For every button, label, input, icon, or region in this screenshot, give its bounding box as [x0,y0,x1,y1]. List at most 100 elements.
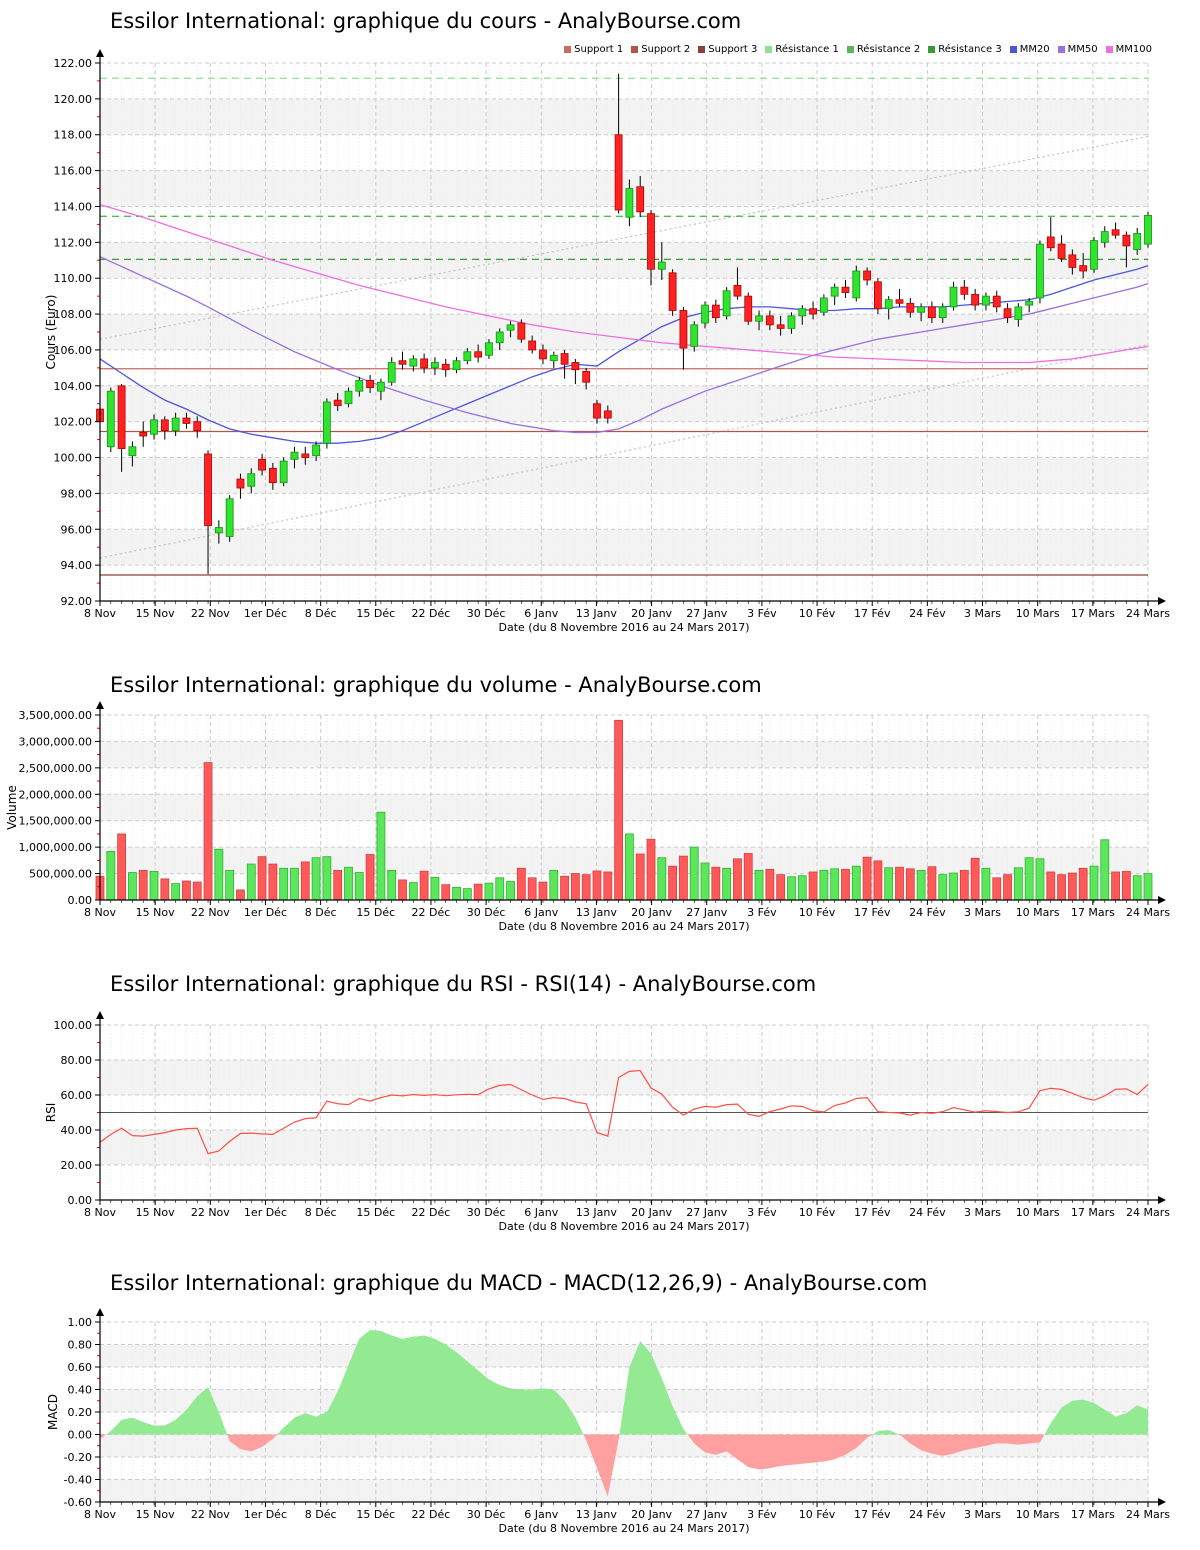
candles [96,73,1152,575]
legend-item: Résistance 2 [846,44,921,55]
legend-label: MM20 [1019,44,1050,55]
svg-text:15 Déc: 15 Déc [356,906,395,919]
svg-text:3 Mars: 3 Mars [964,1508,1001,1521]
svg-text:0.00: 0.00 [68,894,93,907]
svg-text:24 Mars: 24 Mars [1126,906,1170,919]
svg-text:102.00: 102.00 [54,416,93,429]
svg-text:17 Mars: 17 Mars [1071,906,1115,919]
svg-text:15 Déc: 15 Déc [356,1206,395,1219]
legend-item: MM100 [1105,44,1152,55]
macd-chart-title: Essilor International: graphique du MACD… [110,1271,928,1295]
svg-text:106.00: 106.00 [54,344,93,357]
svg-text:24 Fév: 24 Fév [909,906,946,919]
svg-text:3 Mars: 3 Mars [964,906,1001,919]
legend-swatch [1057,46,1065,53]
svg-text:15 Nov: 15 Nov [136,607,175,620]
svg-text:6 Janv: 6 Janv [524,906,558,919]
svg-text:15 Nov: 15 Nov [136,906,175,919]
svg-text:Date (du 8 Novembre 2016 au 24: Date (du 8 Novembre 2016 au 24 Mars 2017… [499,1220,750,1233]
svg-text:3 Fév: 3 Fév [747,906,777,919]
svg-text:27 Janv: 27 Janv [686,906,727,919]
svg-text:-0.60: -0.60 [64,1496,92,1509]
svg-text:17 Mars: 17 Mars [1071,1508,1115,1521]
svg-text:2,500,000.00: 2,500,000.00 [19,762,92,775]
macd-chart: -0.60 -0.40 -0.20 0.00 0.20 0.40 0.60 0.80 1.00 8… [46,1308,1170,1535]
svg-text:104.00: 104.00 [54,380,93,393]
legend-item: Support 1 [564,44,623,55]
svg-text:15 Déc: 15 Déc [356,607,395,620]
svg-text:108.00: 108.00 [54,308,93,321]
axes: 0.00 20.00 40.00 60.00 80.00 100.00 8 Nov 15 No… [44,1011,1170,1233]
plot-background [99,62,1149,601]
svg-text:98.00: 98.00 [61,487,93,500]
svg-text:Cours (Euro): Cours (Euro) [44,295,58,370]
svg-text:Date (du 8 Novembre 2016 au 24: Date (du 8 Novembre 2016 au 24 Mars 2017… [499,621,750,634]
rsi-line [99,1069,1149,1155]
svg-text:24 Fév: 24 Fév [909,1508,946,1521]
svg-text:1er Déc: 1er Déc [244,1508,287,1521]
svg-text:1,000,000.00: 1,000,000.00 [19,841,92,854]
svg-text:3 Mars: 3 Mars [964,1206,1001,1219]
svg-text:17 Fév: 17 Fév [854,607,891,620]
svg-text:13 Janv: 13 Janv [576,607,617,620]
svg-text:0.00: 0.00 [68,1429,93,1442]
svg-text:10 Mars: 10 Mars [1016,1508,1060,1521]
axes: 0.00 500,000.00 1,000,000.00 1,500,000.00 2,… [5,701,1170,933]
svg-text:0.20: 0.20 [68,1406,93,1419]
legend-label: Résistance 1 [775,44,839,55]
svg-text:-0.20: -0.20 [64,1451,92,1464]
price-chart-legend: Support 1 Support 2 Support 3 Résistance 1 R… [556,44,1152,55]
legend-item: Résistance 1 [765,44,839,55]
macd-area-positive [100,1329,1148,1435]
svg-text:10 Mars: 10 Mars [1016,1206,1060,1219]
svg-text:8 Nov: 8 Nov [84,906,116,919]
legend-swatch [1105,46,1113,53]
svg-text:3 Mars: 3 Mars [964,607,1001,620]
svg-text:8 Nov: 8 Nov [84,1206,116,1219]
svg-text:22 Nov: 22 Nov [191,906,230,919]
svg-text:24 Mars: 24 Mars [1126,607,1170,620]
legend-label: Résistance 2 [856,44,921,55]
svg-text:8 Déc: 8 Déc [305,1508,337,1521]
legend-item: Résistance 3 [928,44,1002,55]
legend-swatch [1009,46,1017,53]
rsi-chart-section: Essilor International: graphique du RSI … [0,955,1200,1250]
svg-text:20 Janv: 20 Janv [631,607,672,620]
svg-text:20 Janv: 20 Janv [631,906,672,919]
svg-text:10 Fév: 10 Fév [799,906,836,919]
svg-text:10 Mars: 10 Mars [1016,607,1060,620]
svg-text:116.00: 116.00 [54,165,93,178]
legend-swatch [698,46,706,53]
rsi-chart-title: Essilor International: graphique du RSI … [110,972,817,996]
legend-label: MM50 [1067,44,1098,55]
svg-text:120.00: 120.00 [54,93,93,106]
volume-bars [95,719,1153,901]
volume-chart: 0.00 500,000.00 1,000,000.00 1,500,000.00 2,… [5,701,1170,933]
svg-text:30 Déc: 30 Déc [467,607,506,620]
svg-text:6 Janv: 6 Janv [524,1508,558,1521]
mm100-line [99,204,1149,364]
svg-text:60.00: 60.00 [61,1089,93,1102]
svg-text:10 Fév: 10 Fév [799,607,836,620]
svg-text:24 Fév: 24 Fév [909,607,946,620]
svg-text:8 Déc: 8 Déc [305,906,337,919]
svg-text:30 Déc: 30 Déc [467,906,506,919]
svg-text:17 Mars: 17 Mars [1071,1206,1115,1219]
svg-text:24 Mars: 24 Mars [1126,1508,1170,1521]
svg-text:Date (du 8 Novembre 2016 au 24: Date (du 8 Novembre 2016 au 24 Mars 2017… [499,1522,750,1535]
volume-chart-title: Essilor International: graphique du volu… [110,673,762,697]
svg-text:40.00: 40.00 [61,1124,93,1137]
svg-text:8 Nov: 8 Nov [84,607,116,620]
legend-swatch [631,46,639,53]
svg-text:8 Déc: 8 Déc [305,607,337,620]
svg-text:22 Nov: 22 Nov [191,1508,230,1521]
rsi-chart: 0.00 20.00 40.00 60.00 80.00 100.00 8 Nov 15 No… [44,1011,1170,1233]
svg-text:94.00: 94.00 [61,559,93,572]
svg-text:15 Nov: 15 Nov [136,1206,175,1219]
svg-text:22 Déc: 22 Déc [412,1206,451,1219]
svg-text:0.80: 0.80 [68,1339,93,1352]
volume-chart-section: Essilor International: graphique du volu… [0,660,1200,955]
svg-text:27 Janv: 27 Janv [686,1508,727,1521]
svg-text:22 Nov: 22 Nov [191,1206,230,1219]
